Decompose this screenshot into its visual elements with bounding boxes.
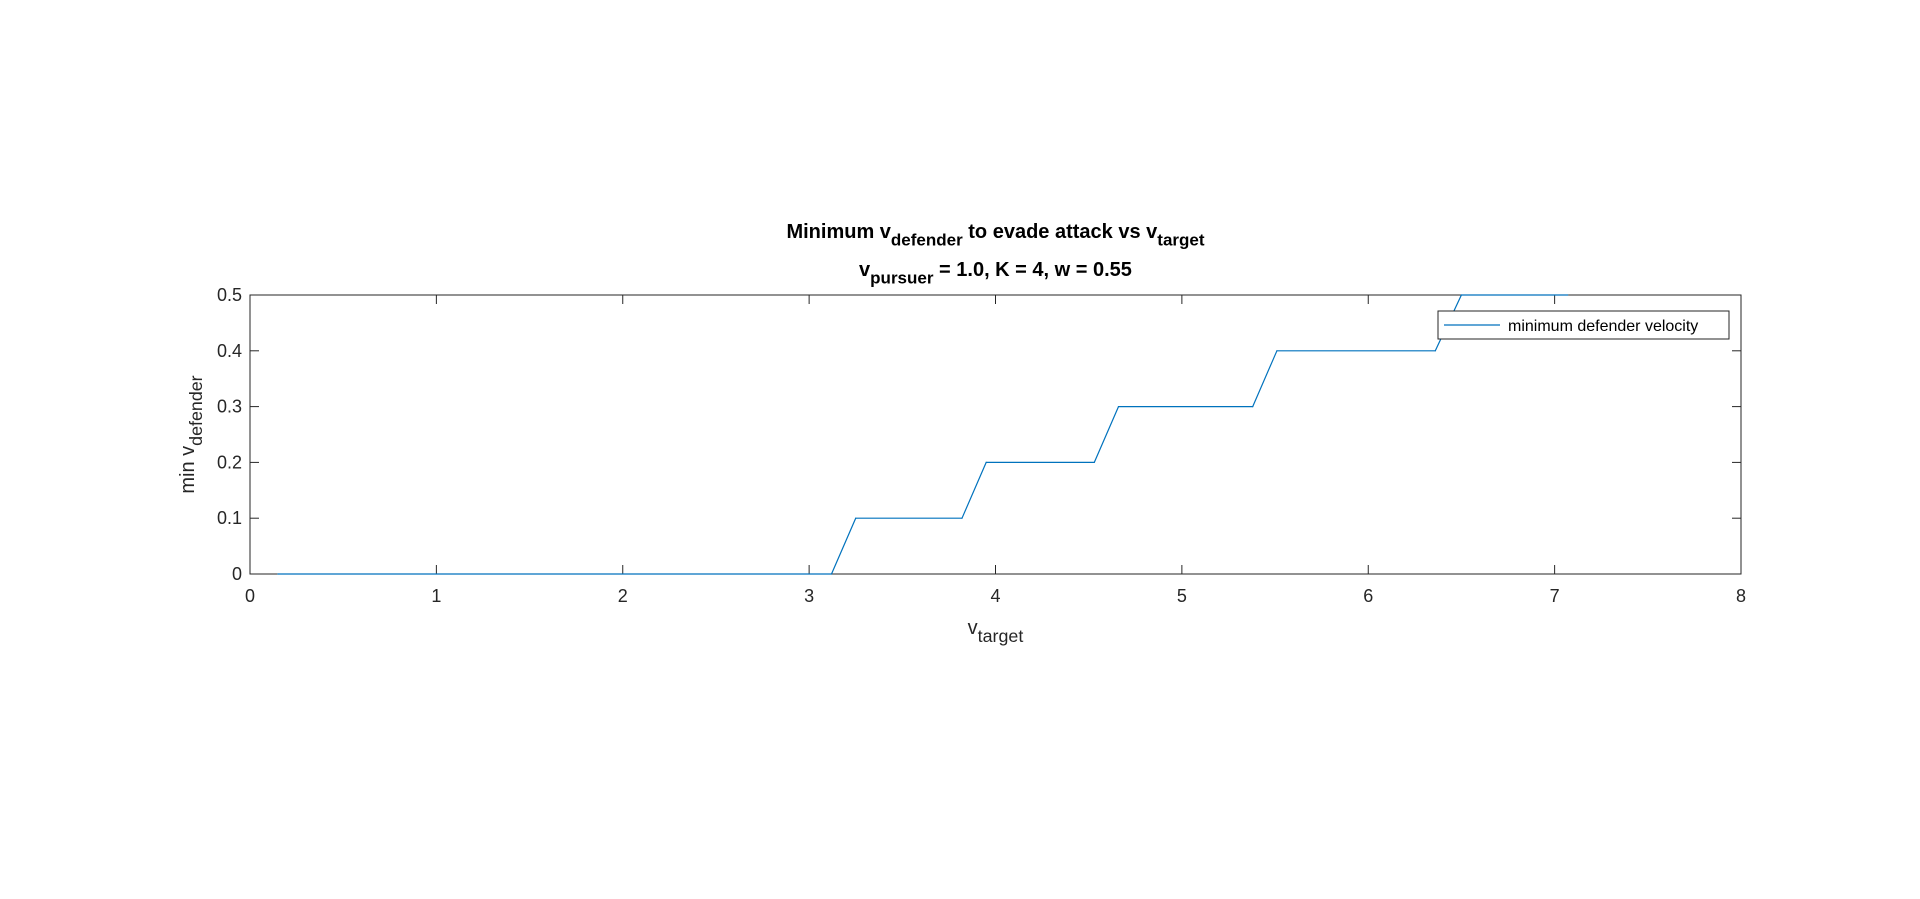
- y-tick-label: 0.5: [217, 285, 242, 305]
- y-tick-label: 0.4: [217, 341, 242, 361]
- x-tick-label: 6: [1363, 586, 1373, 606]
- x-tick-label: 8: [1736, 586, 1746, 606]
- data-point: [985, 461, 987, 463]
- data-point: [830, 573, 833, 575]
- x-axis-label: vtarget: [968, 617, 1024, 646]
- y-tick-label: 0.1: [217, 508, 242, 528]
- data-point: [1117, 406, 1120, 408]
- data-point: [961, 517, 963, 519]
- data-point: [1276, 350, 1278, 352]
- x-tick-label: 4: [990, 586, 1000, 606]
- data-point: [1434, 350, 1436, 352]
- y-axis: 0 0.1 0.2 0.3 0.4 0.5: [217, 285, 1741, 584]
- legend: minimum defender velocity: [1437, 310, 1730, 340]
- x-tick-label: 7: [1550, 586, 1560, 606]
- x-axis-title: vtarget: [968, 617, 1024, 646]
- x-axis: 0 1 2 3 4 5 6 7 8: [245, 295, 1746, 606]
- x-tick-label: 1: [431, 586, 441, 606]
- series-line: [278, 294, 1568, 575]
- data-point: [277, 573, 279, 575]
- x-tick-label: 3: [804, 586, 814, 606]
- y-axis-label: min vdefender: [177, 375, 206, 493]
- y-tick-label: 0: [232, 564, 242, 584]
- data-point: [1093, 461, 1095, 463]
- chart-title: Minimum vdefender to evade attack vs vta…: [786, 221, 1204, 288]
- y-axis-title: min vdefender: [177, 375, 206, 493]
- title-line-2: vpursuer = 1.0, K = 4, w = 0.55: [859, 259, 1132, 288]
- y-tick-label: 0.2: [217, 452, 242, 472]
- x-tick-label: 2: [618, 586, 628, 606]
- y-tick-label: 0.3: [217, 397, 242, 417]
- plot-area: [249, 294, 1742, 575]
- legend-label: minimum defender velocity: [1508, 318, 1698, 335]
- data-point: [855, 517, 857, 519]
- x-tick-label: 0: [245, 586, 255, 606]
- x-tick-label: 5: [1177, 586, 1187, 606]
- data-point: [1460, 294, 1463, 296]
- data-point: [1252, 406, 1254, 408]
- title-line-1: Minimum vdefender to evade attack vs vta…: [786, 221, 1204, 250]
- data-point: [1567, 294, 1569, 296]
- series-layer: [277, 294, 1569, 575]
